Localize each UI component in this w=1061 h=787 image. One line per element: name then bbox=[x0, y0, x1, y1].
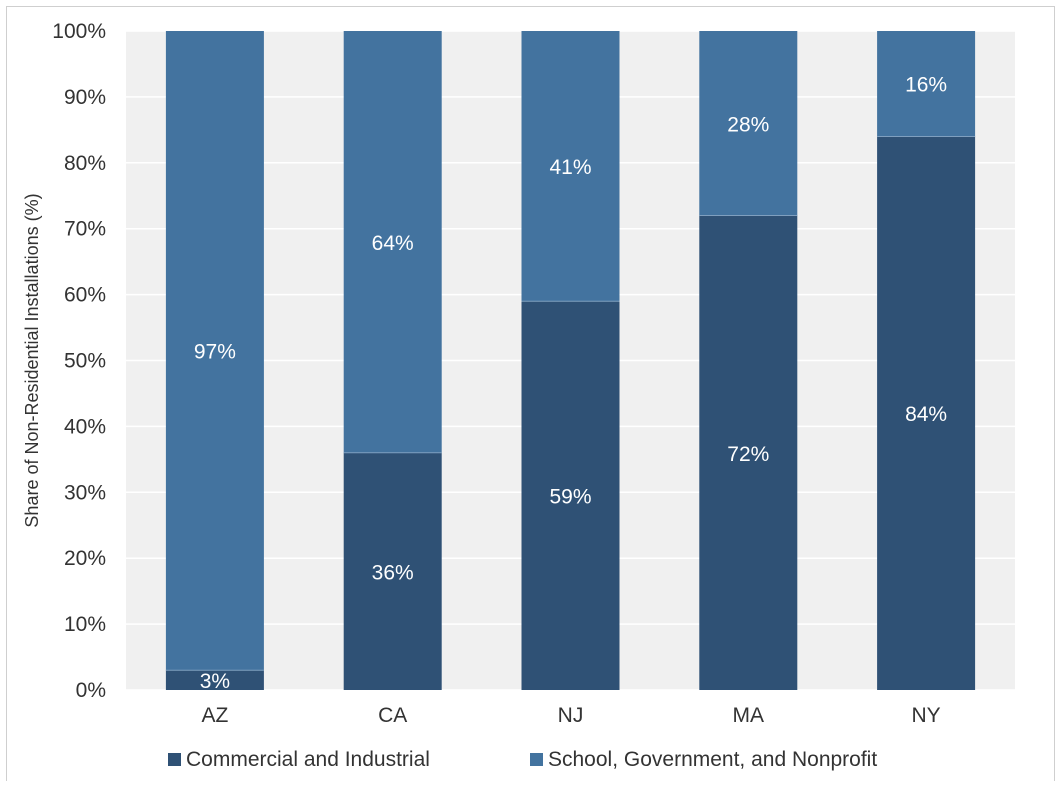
bar-segment bbox=[877, 31, 976, 137]
data-label: 72% bbox=[727, 443, 769, 466]
x-tick-label: CA bbox=[378, 704, 407, 727]
x-tick-label: AZ bbox=[201, 704, 228, 727]
x-axis: AZ CA NJ MA NY bbox=[201, 704, 940, 727]
data-label: 16% bbox=[905, 74, 947, 97]
bar-segment bbox=[699, 215, 798, 690]
legend-swatch bbox=[530, 753, 543, 766]
legend-label: Commercial and Industrial bbox=[186, 748, 430, 771]
y-tick-label: 30% bbox=[64, 481, 106, 504]
bar-segment bbox=[699, 31, 798, 216]
y-tick-label: 0% bbox=[76, 679, 106, 702]
y-tick-label: 60% bbox=[64, 284, 106, 307]
y-tick-label: 20% bbox=[64, 547, 106, 570]
bars bbox=[165, 31, 976, 690]
bar-segment bbox=[165, 670, 264, 690]
legend-item: Commercial and Industrial bbox=[168, 748, 430, 771]
y-tick-label: 90% bbox=[64, 86, 106, 109]
y-tick-label: 100% bbox=[52, 20, 106, 43]
y-tick-label: 50% bbox=[64, 350, 106, 373]
legend-swatch bbox=[168, 753, 181, 766]
y-axis: 0% 10% 20% 30% 40% 50% 60% 70% 80% 90% 100% bbox=[52, 20, 106, 702]
x-tick-label: NJ bbox=[558, 704, 584, 727]
data-label: 97% bbox=[194, 341, 236, 364]
data-label: 59% bbox=[549, 486, 591, 509]
data-labels: 3% 97% 36% 64% 59% 41% 72% 28% 84% 16% bbox=[194, 74, 947, 693]
data-label: 84% bbox=[905, 403, 947, 426]
y-tick-label: 40% bbox=[64, 415, 106, 438]
bar-segment bbox=[343, 452, 442, 690]
y-tick-label: 10% bbox=[64, 613, 106, 636]
legend-item: School, Government, and Nonprofit bbox=[530, 748, 877, 771]
legend: Commercial and Industrial School, Governm… bbox=[168, 748, 877, 771]
legend-label: School, Government, and Nonprofit bbox=[548, 748, 877, 771]
data-label: 3% bbox=[200, 670, 230, 693]
data-label: 41% bbox=[549, 156, 591, 179]
data-label: 28% bbox=[727, 113, 769, 136]
x-tick-label: NY bbox=[912, 704, 941, 727]
bar-segment bbox=[165, 31, 264, 671]
y-axis-title: Share of Non-Residential Installations (… bbox=[22, 193, 42, 527]
x-tick-label: MA bbox=[733, 704, 765, 727]
data-label: 64% bbox=[372, 232, 414, 255]
y-tick-label: 80% bbox=[64, 152, 106, 175]
bar-segment bbox=[877, 136, 976, 690]
data-label: 36% bbox=[372, 561, 414, 584]
bar-segment bbox=[343, 31, 442, 453]
y-tick-label: 70% bbox=[64, 218, 106, 241]
bar-segment bbox=[521, 31, 620, 302]
bar-segment bbox=[521, 301, 620, 690]
